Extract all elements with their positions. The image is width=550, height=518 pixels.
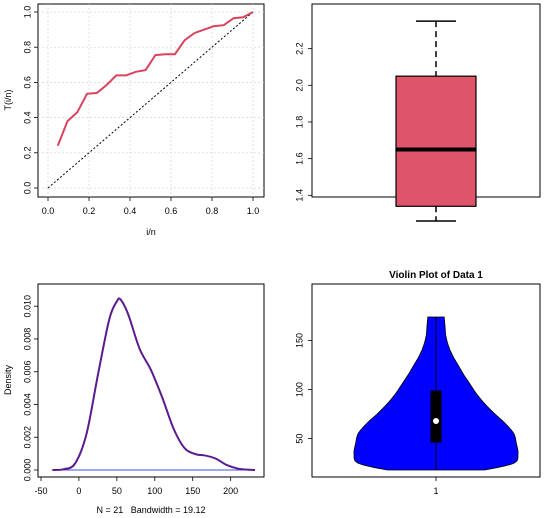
violin-marks: [353, 316, 519, 471]
ttt-x-axis: 0.0 0.2 0.4 0.6 0.8 1.0: [42, 197, 260, 216]
ttt-x-tick-label: 0.0: [42, 206, 55, 216]
density-y-label: Density: [3, 364, 13, 395]
violin-iqr-box: [430, 390, 442, 443]
density-y-tick-label: 0.008: [22, 328, 32, 351]
density-marks: [52, 297, 255, 472]
boxplot-y-tick-label: 2.0: [294, 79, 304, 92]
violin-panel: Violin Plot of Data 1 50 100 150 1: [294, 270, 541, 496]
density-y-tick-label: 0.002: [22, 426, 32, 449]
density-x-label: N = 21 Bandwidth = 19.12: [96, 505, 205, 515]
boxplot-y-tick-label: 1.4: [294, 189, 304, 202]
ttt-y-axis: 0.0 0.2 0.4 0.6 0.8 1.0: [22, 6, 38, 195]
density-x-tick-label: -50: [34, 486, 47, 496]
violin-y-tick-label: 50: [294, 434, 304, 444]
ttt-y-tick-label: 0.4: [22, 111, 32, 124]
density-curve: [52, 297, 255, 472]
boxplot-marks: [395, 20, 477, 222]
ttt-reference-diagonal: [47, 11, 254, 189]
boxplot-y-tick-label: 2.2: [294, 42, 304, 55]
ttt-curve-line: [56, 11, 254, 147]
density-y-tick-label: 0.006: [22, 360, 32, 383]
boxplot-y-tick-label: 1.6: [294, 152, 304, 165]
density-y-axis: 0.000 0.002 0.004 0.006 0.008 0.010: [22, 295, 38, 481]
density-x-tick-label: 50: [112, 486, 122, 496]
ttt-plot-frame: [37, 3, 265, 198]
violin-y-tick-label: 100: [294, 382, 304, 397]
violin-y-axis: 50 100 150: [294, 333, 312, 444]
ttt-y-tick-label: 0.0: [22, 182, 32, 195]
violin-title: Violin Plot of Data 1: [389, 270, 483, 281]
boxplot-y-axis: 1.4 1.6 1.8 2.0 2.2: [294, 42, 312, 202]
density-x-tick-label: 150: [185, 486, 200, 496]
ttt-y-tick-label: 0.6: [22, 76, 32, 89]
ttt-grid: [38, 4, 264, 197]
violin-median-dot: [433, 417, 439, 424]
boxplot-box: [395, 75, 477, 207]
boxplot-y-tick-label: 1.8: [294, 116, 304, 129]
density-panel: -50 0 50 100 150 200 0.0000.0020.0040.0060.00…: [3, 283, 265, 515]
ttt-x-tick-label: 0.8: [206, 206, 219, 216]
density-plot-frame: [37, 283, 265, 478]
ttt-x-tick-label: 1.0: [247, 206, 260, 216]
violin-x-axis: 1: [433, 477, 439, 496]
violin-x-tick-label: 1: [433, 486, 438, 496]
ttt-x-label: i/n: [146, 227, 156, 237]
density-x-axis: -50 0 50 100 150 200: [34, 477, 238, 496]
ttt-x-tick-label: 0.4: [124, 206, 137, 216]
ttt-y-tick-label: 0.2: [22, 147, 32, 160]
violin-y-tick-label: 150: [294, 333, 304, 348]
density-y-tick-label: 0.004: [22, 393, 32, 416]
ttt-x-tick-label: 0.6: [165, 206, 178, 216]
density-y-tick-label: 0.010: [22, 295, 32, 318]
violin-plot-frame: [311, 283, 541, 478]
boxplot-panel: 1.4 1.6 1.8 2.0 2.2: [294, 3, 541, 222]
density-x-tick-label: 200: [223, 486, 238, 496]
density-x-tick-label: 0: [76, 486, 81, 496]
ttt-y-tick-label: 1.0: [22, 6, 32, 19]
ttt-panel: 0.0 0.2 0.4 0.6 0.8 1.0 0.0 0.2 0.4 0.6 0.8 1.0 i/…: [3, 3, 265, 237]
density-y-tick-label: 0.000: [22, 459, 32, 482]
ttt-y-tick-label: 0.8: [22, 41, 32, 54]
ttt-x-tick-label: 0.2: [83, 206, 96, 216]
density-x-tick-label: 100: [147, 486, 162, 496]
ttt-y-label: T(i/n): [3, 90, 13, 111]
ttt-marks: [47, 11, 254, 189]
